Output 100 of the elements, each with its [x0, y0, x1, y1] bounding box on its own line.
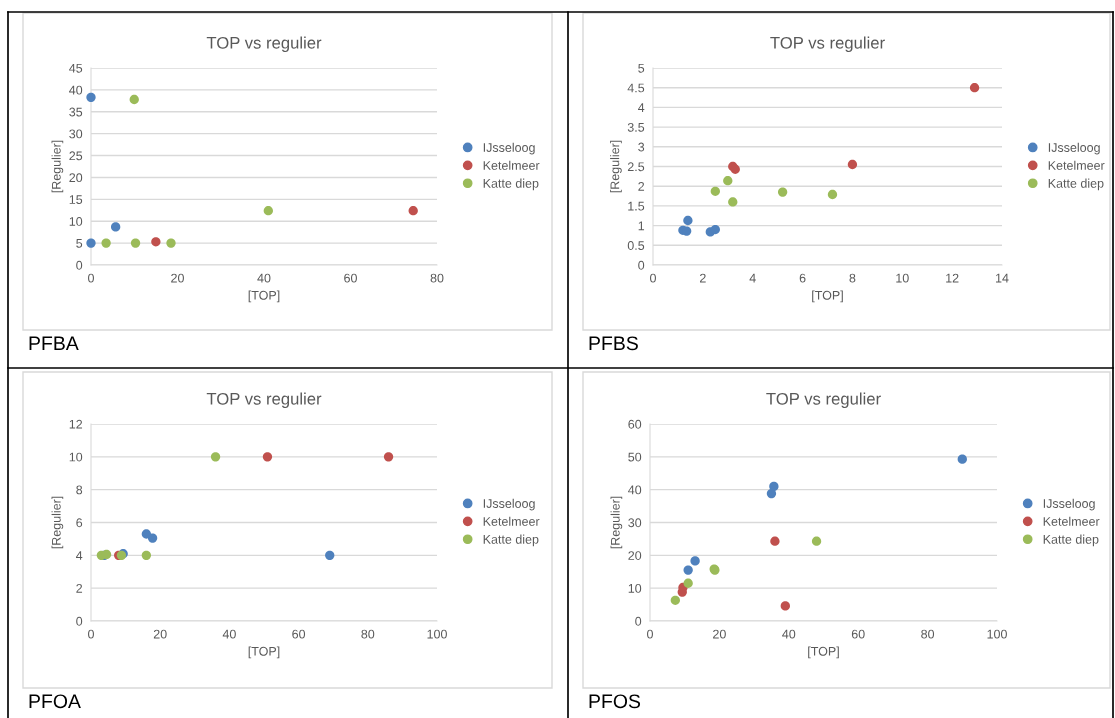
y-tick-label: 8 — [76, 485, 83, 495]
y-tick-label: 30 — [69, 129, 83, 139]
point — [86, 238, 96, 248]
x-tick-label: 4 — [749, 273, 756, 283]
x-tick-label: 60 — [344, 273, 357, 283]
point — [670, 595, 680, 605]
legend-label: IJsseloog — [1043, 498, 1095, 511]
y-axis-title: [Regulier] — [51, 140, 64, 193]
x-tick-label: 14 — [996, 273, 1009, 283]
x-tick-label: 0 — [88, 629, 94, 639]
legend-label: Katte diep — [1048, 178, 1104, 191]
y-tick-label: 5 — [638, 63, 645, 73]
y-tick-label: 35 — [69, 107, 83, 117]
y-tick-label: 40 — [69, 85, 83, 95]
x-tick-label: 80 — [921, 629, 935, 639]
x-tick-label: 20 — [171, 273, 184, 283]
y-tick-label: 2.5 — [627, 162, 645, 172]
point — [110, 222, 121, 232]
point — [683, 215, 693, 226]
x-tick-label: 100 — [427, 629, 447, 639]
point — [262, 452, 273, 462]
y-tick-label: 4 — [638, 103, 645, 112]
y-axis-title: [Regulier] — [610, 496, 623, 549]
legend-label: IJsseloog — [1048, 142, 1100, 155]
text: PFBA — [29, 336, 79, 350]
y-tick-label: 20 — [628, 551, 642, 560]
y-tick-label: 40 — [628, 485, 642, 495]
y-tick-label: 45 — [69, 63, 83, 73]
y-tick-label: 30 — [628, 518, 642, 528]
legend-label: IJsseloog — [483, 498, 535, 511]
point — [957, 454, 967, 464]
y-tick-label: 5 — [76, 239, 83, 248]
point — [129, 94, 139, 105]
point — [780, 601, 790, 611]
x-tick-label: 0 — [650, 273, 656, 283]
x-tick-label: 2 — [700, 273, 706, 283]
x-tick-label: 40 — [782, 629, 796, 639]
chart-title: TOP vs regulier — [206, 36, 322, 53]
x-axis-title: [TOP] — [248, 290, 280, 303]
point — [690, 556, 700, 566]
point — [383, 452, 394, 462]
y-tick-label: 1.5 — [628, 201, 645, 211]
x-axis-title: [TOP] — [808, 646, 839, 659]
x-tick-label: 40 — [257, 273, 271, 283]
y-tick-label: 2 — [76, 583, 83, 593]
y-tick-label: 0 — [76, 616, 83, 626]
chart-title: TOP vs regulier — [206, 392, 322, 409]
point — [130, 238, 141, 248]
y-tick-label: 15 — [69, 195, 83, 204]
y-axis-title: [Regulier] — [610, 140, 622, 193]
x-tick-label: 40 — [222, 629, 236, 639]
point — [766, 488, 777, 499]
y-tick-label: 2 — [638, 182, 645, 191]
y-axis-title: [Regulier] — [51, 496, 64, 549]
y-tick-label: 6 — [76, 518, 83, 528]
point — [682, 226, 692, 236]
point — [683, 565, 693, 575]
legend-label: Katte diep — [1043, 534, 1099, 547]
y-tick-label: 50 — [628, 452, 642, 462]
point — [769, 481, 779, 492]
legend-label: Katte diep — [483, 534, 539, 547]
y-tick-label: 25 — [69, 151, 83, 161]
point — [263, 206, 273, 216]
y-tick-label: 10 — [69, 452, 83, 462]
x-tick-label: 10 — [896, 273, 909, 283]
point — [811, 536, 822, 546]
x-tick-label: 0 — [647, 629, 653, 639]
point — [728, 197, 738, 207]
point — [683, 578, 693, 588]
point — [325, 550, 335, 560]
x-tick-label: 8 — [849, 273, 856, 283]
point — [86, 92, 96, 102]
y-tick-label: 20 — [69, 173, 83, 183]
point — [151, 237, 161, 247]
y-tick-label: 10 — [628, 583, 642, 593]
text: PFBS — [589, 336, 638, 351]
x-tick-label: 80 — [361, 629, 375, 639]
x-tick-label: 20 — [153, 629, 167, 639]
x-axis-title: [TOP] — [248, 646, 280, 659]
y-tick-label: 10 — [69, 217, 83, 226]
point — [166, 238, 176, 248]
y-tick-label: 60 — [628, 419, 642, 429]
y-tick-label: 0 — [76, 260, 83, 270]
legend-label: IJsseloog — [483, 142, 535, 155]
point — [723, 176, 733, 186]
x-axis-title: [TOP] — [812, 290, 843, 303]
point — [210, 452, 221, 462]
point — [147, 533, 158, 543]
point — [710, 224, 720, 235]
legend-label: Ketelmeer — [1043, 516, 1100, 526]
x-tick-label: 60 — [851, 629, 865, 639]
legend-label: Ketelmeer — [483, 516, 540, 526]
y-tick-label: 4 — [76, 551, 83, 560]
y-tick-label: 3.5 — [627, 122, 645, 132]
y-tick-label: 0.5 — [627, 241, 645, 250]
x-tick-label: 0 — [88, 273, 94, 283]
point — [777, 187, 788, 197]
legend-label: Ketelmeer — [483, 160, 540, 170]
text: PFOS — [589, 694, 641, 709]
y-tick-label: 1 — [638, 221, 645, 231]
